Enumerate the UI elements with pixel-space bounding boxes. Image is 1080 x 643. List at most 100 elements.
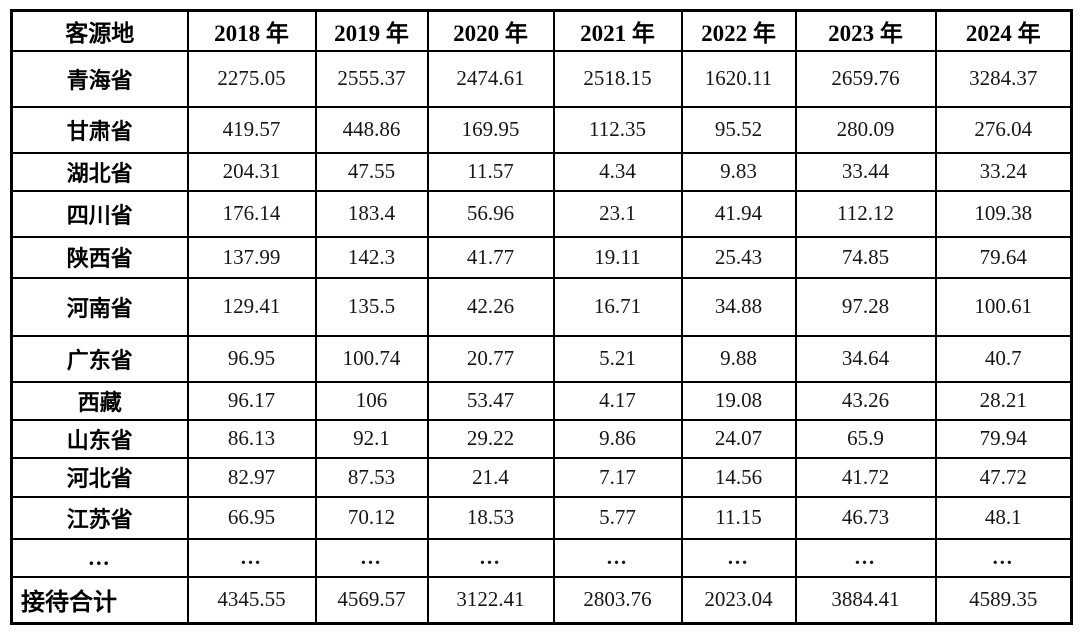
cell: 42.26	[426, 276, 555, 337]
cell: 2555.37	[314, 49, 429, 108]
cell: 176.14	[186, 189, 317, 238]
table-row-total: 接待合计 4345.55 4569.57 3122.41 2803.76 202…	[10, 575, 1073, 625]
row-label: …	[10, 537, 189, 578]
cell: 100.61	[934, 276, 1073, 337]
cell: …	[314, 537, 429, 578]
cell: 19.11	[552, 235, 683, 279]
cell: 9.88	[680, 334, 797, 383]
cell: …	[934, 537, 1073, 578]
cell: 5.21	[552, 334, 683, 383]
cell: 419.57	[186, 105, 317, 154]
cell: 11.15	[680, 495, 797, 540]
table-row-henan: 河南省 129.41 135.5 42.26 16.71 34.88 97.28…	[10, 276, 1073, 337]
cell: 41.77	[426, 235, 555, 279]
cell: 137.99	[186, 235, 317, 279]
cell: 109.38	[934, 189, 1073, 238]
cell: 33.44	[794, 151, 937, 192]
row-label-total: 接待合计	[10, 575, 189, 625]
cell: …	[552, 537, 683, 578]
cell: 41.72	[794, 456, 937, 498]
cell: 70.12	[314, 495, 429, 540]
cell: 4.34	[552, 151, 683, 192]
cell: 56.96	[426, 189, 555, 238]
cell: 2803.76	[552, 575, 683, 625]
cell: 448.86	[314, 105, 429, 154]
table-row-xizang: 西藏 96.17 106 53.47 4.17 19.08 43.26 28.2…	[10, 380, 1073, 421]
cell: 7.17	[552, 456, 683, 498]
row-label: 湖北省	[10, 151, 189, 192]
cell: 142.3	[314, 235, 429, 279]
cell: 9.83	[680, 151, 797, 192]
cell: 23.1	[552, 189, 683, 238]
table-row-qinghai: 青海省 2275.05 2555.37 2474.61 2518.15 1620…	[10, 49, 1073, 108]
cell: …	[794, 537, 937, 578]
cell: 169.95	[426, 105, 555, 154]
cell: 74.85	[794, 235, 937, 279]
table-row-sichuan: 四川省 176.14 183.4 56.96 23.1 41.94 112.12…	[10, 189, 1073, 238]
row-label: 甘肃省	[10, 105, 189, 154]
row-label: 广东省	[10, 334, 189, 383]
cell: 34.64	[794, 334, 937, 383]
cell: 11.57	[426, 151, 555, 192]
cell: 41.94	[680, 189, 797, 238]
table-row-jiangsu: 江苏省 66.95 70.12 18.53 5.77 11.15 46.73 4…	[10, 495, 1073, 540]
cell: 86.13	[186, 418, 317, 459]
cell: 48.1	[934, 495, 1073, 540]
table-row-shaanxi: 陕西省 137.99 142.3 41.77 19.11 25.43 74.85…	[10, 235, 1073, 279]
table-row-ellipsis: … … … … … … … …	[10, 537, 1073, 578]
table-row-gansu: 甘肃省 419.57 448.86 169.95 112.35 95.52 28…	[10, 105, 1073, 154]
cell: 34.88	[680, 276, 797, 337]
cell: 92.1	[314, 418, 429, 459]
cell: 3122.41	[426, 575, 555, 625]
cell: 2518.15	[552, 49, 683, 108]
cell: 79.64	[934, 235, 1073, 279]
cell: 96.95	[186, 334, 317, 383]
cell: 100.74	[314, 334, 429, 383]
cell: 129.41	[186, 276, 317, 337]
header-year-2023: 2023 年	[794, 9, 937, 52]
cell: 3884.41	[794, 575, 937, 625]
row-label: 河南省	[10, 276, 189, 337]
row-label: 江苏省	[10, 495, 189, 540]
cell: 4589.35	[934, 575, 1073, 625]
cell: 46.73	[794, 495, 937, 540]
cell: 53.47	[426, 380, 555, 421]
cell: 20.77	[426, 334, 555, 383]
header-year-2019: 2019 年	[314, 9, 429, 52]
cell: 47.72	[934, 456, 1073, 498]
row-label: 山东省	[10, 418, 189, 459]
header-row: 客源地 2018 年 2019 年 2020 年 2021 年 2022 年 2…	[10, 9, 1073, 52]
cell: …	[186, 537, 317, 578]
cell: 24.07	[680, 418, 797, 459]
cell: 4.17	[552, 380, 683, 421]
cell: 43.26	[794, 380, 937, 421]
cell: 19.08	[680, 380, 797, 421]
header-year-2021: 2021 年	[552, 9, 683, 52]
cell: 47.55	[314, 151, 429, 192]
row-label: 西藏	[10, 380, 189, 421]
header-year-2018: 2018 年	[186, 9, 317, 52]
cell: 106	[314, 380, 429, 421]
cell: 25.43	[680, 235, 797, 279]
cell: 112.35	[552, 105, 683, 154]
cell: 135.5	[314, 276, 429, 337]
cell: 21.4	[426, 456, 555, 498]
table-row-guangdong: 广东省 96.95 100.74 20.77 5.21 9.88 34.64 4…	[10, 334, 1073, 383]
cell: 3284.37	[934, 49, 1073, 108]
table-row-hubei: 湖北省 204.31 47.55 11.57 4.34 9.83 33.44 3…	[10, 151, 1073, 192]
cell: 1620.11	[680, 49, 797, 108]
cell: 2023.04	[680, 575, 797, 625]
row-label: 青海省	[10, 49, 189, 108]
cell: 16.71	[552, 276, 683, 337]
tourist-source-table: 客源地 2018 年 2019 年 2020 年 2021 年 2022 年 2…	[10, 9, 1073, 625]
cell: 29.22	[426, 418, 555, 459]
cell: 87.53	[314, 456, 429, 498]
cell: 40.7	[934, 334, 1073, 383]
header-year-2020: 2020 年	[426, 9, 555, 52]
cell: 4569.57	[314, 575, 429, 625]
cell: 2474.61	[426, 49, 555, 108]
cell: 112.12	[794, 189, 937, 238]
cell: 95.52	[680, 105, 797, 154]
cell: 65.9	[794, 418, 937, 459]
